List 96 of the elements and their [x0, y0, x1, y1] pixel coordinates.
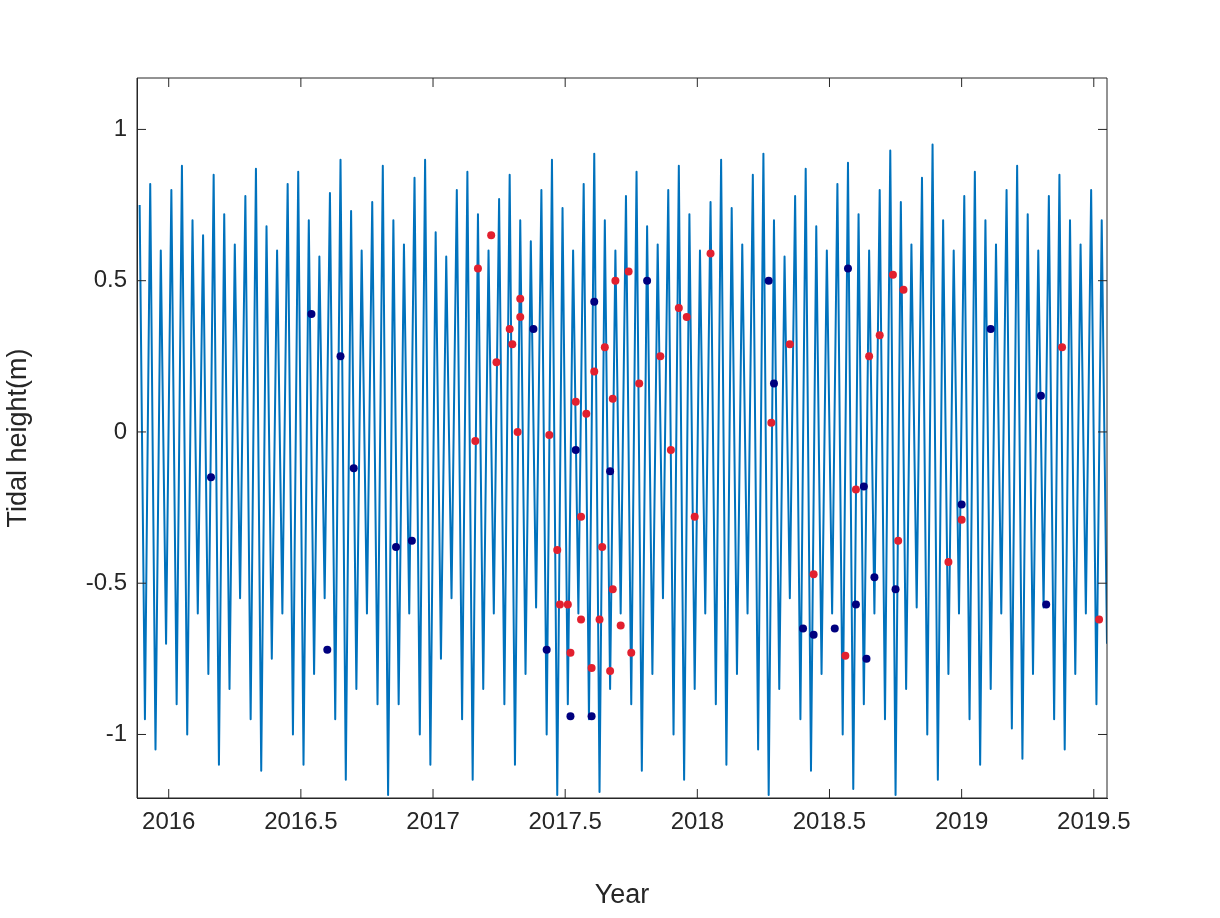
point	[577, 512, 586, 521]
point	[571, 397, 580, 406]
point	[516, 312, 525, 321]
point	[830, 624, 839, 633]
point	[616, 621, 625, 630]
point	[767, 418, 776, 427]
point	[487, 231, 496, 240]
point	[859, 482, 868, 491]
point	[571, 446, 580, 455]
point	[587, 663, 596, 672]
x-tick-label: 2017	[406, 807, 460, 835]
point	[851, 485, 860, 494]
point	[944, 558, 953, 567]
point	[624, 267, 633, 276]
x-axis-title: Year	[594, 879, 650, 910]
point	[529, 325, 538, 334]
point	[656, 352, 665, 361]
x-tick-label: 2018.5	[792, 807, 867, 835]
point	[769, 379, 778, 388]
point	[473, 264, 482, 273]
point	[888, 270, 897, 279]
point	[894, 536, 903, 545]
point	[545, 430, 554, 439]
point	[471, 437, 480, 446]
point	[336, 352, 345, 361]
point	[606, 467, 615, 476]
point	[577, 615, 586, 624]
point	[566, 712, 575, 721]
point	[957, 515, 966, 524]
point	[513, 427, 522, 436]
point	[627, 648, 636, 657]
point	[542, 645, 551, 654]
point	[587, 712, 596, 721]
point	[505, 325, 514, 334]
point	[809, 630, 818, 639]
x-tick-label: 2018	[670, 807, 725, 835]
y-tick-label: 0.5	[93, 265, 127, 293]
point	[635, 379, 644, 388]
point	[516, 294, 525, 303]
point	[349, 464, 358, 473]
point	[606, 666, 615, 675]
y-tick-label: -0.5	[85, 567, 127, 595]
point	[582, 409, 591, 418]
point	[590, 367, 599, 376]
point	[600, 343, 609, 352]
point	[674, 303, 683, 312]
point	[611, 276, 620, 285]
point	[666, 446, 675, 455]
point	[785, 340, 794, 349]
point	[862, 654, 871, 663]
x-tick-label: 2017.5	[528, 807, 602, 835]
point	[598, 542, 607, 551]
y-tick-label: 1	[113, 114, 127, 142]
point	[899, 285, 908, 294]
point	[957, 500, 966, 509]
point	[865, 352, 874, 361]
x-tick-label: 2019.5	[1057, 807, 1131, 835]
point	[508, 340, 517, 349]
y-tick-label: 0	[113, 416, 127, 444]
point	[690, 512, 699, 521]
point	[986, 325, 995, 334]
point	[706, 249, 715, 258]
point	[207, 473, 216, 482]
point	[875, 331, 884, 340]
point	[563, 600, 572, 609]
point	[1036, 391, 1045, 400]
point	[555, 600, 564, 609]
point	[891, 585, 900, 594]
point	[590, 297, 599, 306]
point	[799, 624, 808, 633]
point	[643, 276, 652, 285]
point	[1058, 343, 1067, 352]
point	[323, 645, 332, 654]
y-tick-label: -1	[105, 719, 127, 747]
point	[492, 358, 501, 367]
point	[1095, 615, 1104, 624]
point	[407, 536, 416, 545]
point	[870, 573, 879, 582]
point	[1042, 600, 1051, 609]
point	[843, 264, 852, 273]
point	[764, 276, 773, 285]
x-tick-label: 2016.5	[264, 807, 338, 835]
point	[608, 585, 617, 594]
point	[851, 600, 860, 609]
x-tick-label: 2016	[142, 807, 196, 835]
point	[392, 542, 401, 551]
point	[608, 394, 617, 403]
x-tick-label: 2019	[934, 807, 989, 835]
point	[595, 615, 604, 624]
point	[566, 648, 575, 657]
point	[307, 309, 316, 318]
point	[682, 312, 691, 321]
point	[841, 651, 850, 660]
point	[809, 570, 818, 579]
y-axis-title: Tidal height(m)	[1, 348, 32, 528]
point	[553, 545, 562, 554]
